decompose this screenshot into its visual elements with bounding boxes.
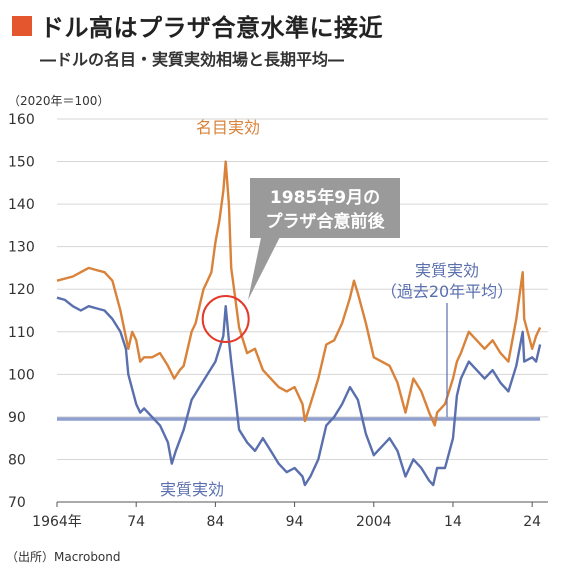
- y-tick-label: 150: [8, 155, 35, 171]
- y-tick-label: 140: [8, 197, 35, 213]
- y-tick-label: 90: [8, 410, 26, 426]
- chart-title: ドル高はプラザ合意水準に接近: [40, 14, 383, 42]
- y-tick-label: 100: [8, 367, 35, 383]
- chart-subtitle: ―ドルの名目・実質実効相場と長期平均―: [40, 50, 345, 69]
- x-tick-label: 14: [444, 514, 462, 530]
- title-row: ドル高はプラザ合意水準に接近: [12, 8, 383, 43]
- x-tick-label: 74: [127, 514, 145, 530]
- y-tick-label: 120: [8, 282, 35, 298]
- callout-pointer: [248, 233, 282, 300]
- callout-box: [250, 178, 400, 238]
- average-label-line-2: （過去20年平均）: [381, 282, 513, 301]
- x-tick-label: 1964年: [32, 514, 82, 530]
- nominal-series-label: 名目実効: [196, 118, 260, 137]
- y-tick-label: 110: [8, 325, 35, 341]
- y-unit-label: （2020年＝100）: [8, 94, 110, 108]
- series-nominal-line: [56, 160, 542, 427]
- real-series-label: 実質実効: [160, 480, 224, 499]
- title-marker: [12, 15, 32, 36]
- plaza-highlight-circle: [201, 295, 250, 344]
- callout-line-2: プラザ合意前後: [266, 211, 386, 232]
- source-note: （出所）Macrobond: [6, 550, 121, 564]
- y-tick-label: 130: [8, 240, 35, 256]
- y-tick-label: 80: [8, 452, 26, 468]
- x-tick-label: 2004: [356, 514, 392, 530]
- y-tick-label: 160: [8, 112, 35, 128]
- x-tick-label: 24: [523, 514, 541, 530]
- series-real-line: [56, 296, 542, 487]
- x-tick-label: 94: [286, 514, 304, 530]
- x-tick-label: 84: [206, 514, 224, 530]
- callout-line-1: 1985年9月の: [270, 187, 380, 208]
- average-label-line-1: 実質実効: [415, 261, 479, 280]
- y-tick-label: 70: [8, 495, 26, 511]
